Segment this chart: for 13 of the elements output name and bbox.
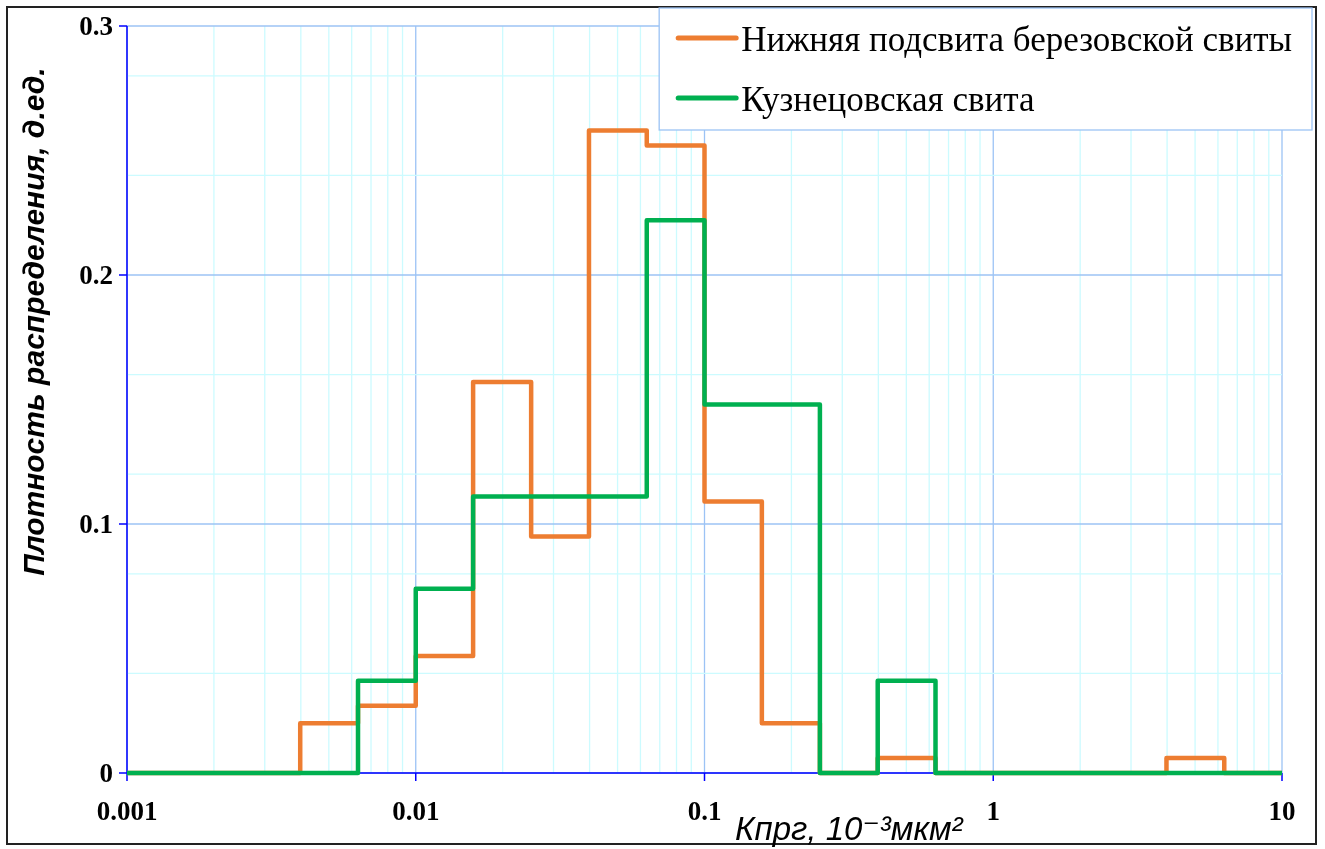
x-tick-label: 0.01 [392,796,440,826]
y-tick-label: 0 [99,758,113,789]
x-tick-label: 10 [1268,796,1296,826]
x-axis-title: Кпрг, 10⁻³мкм² [735,810,964,847]
legend-label: Кузнецовская свита [741,80,1035,119]
y-tick-label: 0.1 [79,509,113,540]
x-tick-label: 0.1 [687,796,722,826]
x-tick-label: 0.001 [96,796,158,826]
y-tick-label: 0.3 [79,11,113,42]
y-axis-title: Плотность распределения, д.ед. [17,67,50,576]
y-tick-label: 0.2 [79,260,113,291]
x-tick-label: 1 [986,796,1000,826]
legend-label: Нижняя подсвита березовской свиты [741,20,1292,59]
